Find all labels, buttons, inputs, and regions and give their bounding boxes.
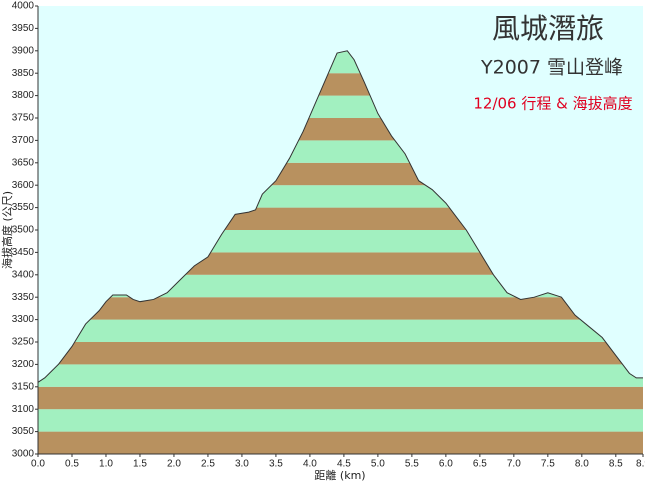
x-tick-label: 5.5: [405, 459, 419, 470]
y-tick-label: 3650: [12, 157, 35, 168]
y-tick-label: 3500: [12, 225, 35, 236]
y-tick-label: 3900: [12, 45, 35, 56]
x-tick-label: 6.0: [439, 459, 453, 470]
y-tick-label: 3150: [12, 381, 35, 392]
elevation-band: [38, 364, 643, 387]
chart-subtitle: Y2007 雪山登峰: [480, 57, 623, 79]
y-tick-label: 3050: [12, 426, 35, 437]
profile-line: [37, 50, 643, 383]
x-tick-label: 8.9: [636, 459, 645, 470]
y-tick-label: 3300: [12, 314, 35, 325]
x-tick-label: 6.5: [473, 459, 487, 470]
x-tick-label: 3.5: [269, 459, 283, 470]
y-tick-label: 3550: [12, 202, 35, 213]
x-tick-label: 4.5: [337, 459, 351, 470]
y-tick-label: 3850: [12, 68, 35, 79]
y-tick-label: 3700: [12, 135, 35, 146]
elevation-band: [38, 342, 643, 365]
x-tick-label: 1.0: [99, 459, 113, 470]
y-tick-label: 3000: [12, 449, 35, 460]
x-tick-label: 1.5: [133, 459, 147, 470]
y-tick-label: 3800: [12, 90, 35, 101]
y-tick-label: 3250: [12, 337, 35, 348]
chart-title: 風城潛旅: [492, 12, 604, 45]
x-tick-label: 8.5: [609, 459, 623, 470]
x-tick-label: 7.5: [541, 459, 555, 470]
x-tick-label: 0.0: [31, 459, 45, 470]
annotation: 12/06 行程 & 海拔高度: [473, 95, 632, 113]
elevation-band: [38, 386, 643, 410]
y-axis-label: 海拔高度 (公尺): [0, 191, 14, 269]
y-tick-label: 3750: [12, 113, 35, 124]
x-tick-label: 7.0: [507, 459, 521, 470]
elevation-band: [38, 431, 643, 454]
elevation-band: [38, 409, 643, 432]
y-tick-label: 3950: [12, 23, 35, 34]
y-tick-label: 3350: [12, 292, 35, 303]
elevation-band: [38, 297, 643, 320]
x-tick-label: 8.0: [575, 459, 589, 470]
y-tick-label: 3400: [12, 269, 35, 280]
x-axis-label: 距離 (km): [314, 468, 365, 482]
y-tick-label: 3100: [12, 404, 35, 415]
y-tick-label: 3600: [12, 180, 35, 191]
elevation-band: [38, 274, 643, 298]
x-tick-label: 2.0: [167, 459, 181, 470]
x-tick-label: 3.0: [235, 459, 249, 470]
x-tick-label: 0.5: [65, 459, 79, 470]
elevation-band: [38, 319, 643, 342]
x-tick-label: 5.0: [371, 459, 385, 470]
y-tick-label: 4000: [12, 1, 35, 12]
x-tick-label: 2.5: [201, 459, 215, 470]
y-tick-label: 3450: [12, 247, 35, 258]
y-tick-label: 3200: [12, 359, 35, 370]
x-tick-label: 4.0: [303, 459, 317, 470]
